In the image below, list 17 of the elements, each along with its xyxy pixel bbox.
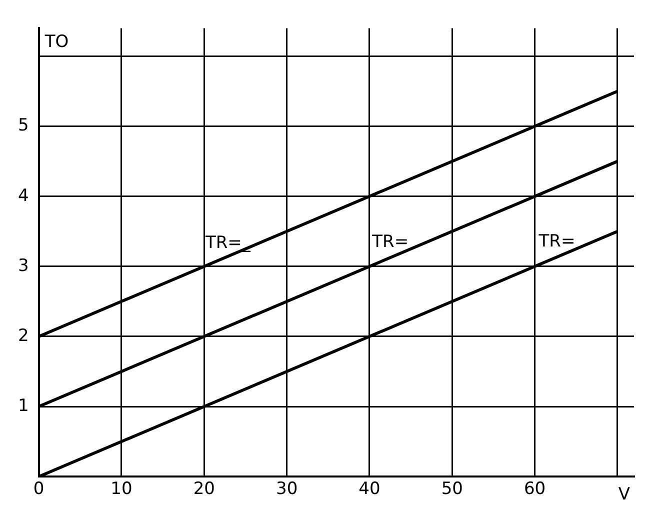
- y-tick-label: 2: [18, 326, 29, 346]
- annotation: TR=: [371, 232, 409, 252]
- annotation: TR=: [538, 232, 576, 252]
- x-tick-label: 0: [33, 479, 44, 500]
- annotation: TR=_: [204, 232, 251, 253]
- x-tick-label: 20: [193, 479, 215, 500]
- x-tick-label: 50: [441, 479, 463, 500]
- y-tick-label: 5: [18, 116, 29, 136]
- y-axis-title: TO: [44, 32, 69, 52]
- y-tick-label: 3: [18, 256, 29, 276]
- x-tick-label: 60: [524, 479, 546, 500]
- y-tick-label: 4: [18, 186, 29, 206]
- x-axis-title: V: [618, 484, 630, 505]
- x-tick-label: 10: [110, 479, 132, 500]
- x-tick-label: 30: [276, 479, 298, 500]
- x-tick-label: 40: [358, 479, 380, 500]
- y-tick-label: 1: [18, 396, 29, 416]
